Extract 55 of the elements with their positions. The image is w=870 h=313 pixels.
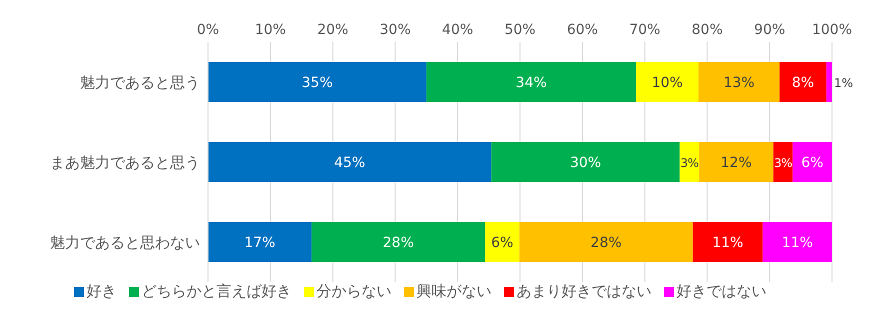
- x-tick-label: 100%: [812, 22, 852, 38]
- data-label: 6%: [801, 155, 824, 171]
- data-label: 11%: [712, 235, 744, 251]
- data-label: 28%: [590, 235, 622, 251]
- bar: [698, 62, 780, 102]
- x-tick-label: 80%: [692, 22, 723, 38]
- bar: [426, 62, 636, 102]
- x-tick-label: 60%: [566, 22, 598, 38]
- data-label: 13%: [723, 75, 755, 91]
- x-tick-label: 50%: [504, 22, 536, 38]
- bar: [208, 222, 312, 262]
- data-label: 3%: [680, 156, 699, 170]
- x-tick-label: 70%: [629, 22, 660, 38]
- data-label: 12%: [720, 155, 752, 171]
- bar: [491, 142, 680, 182]
- bar: [699, 142, 774, 182]
- x-tick-label: 90%: [754, 22, 786, 38]
- legend-label: 興味がない: [416, 282, 492, 301]
- bar: [208, 142, 492, 182]
- bar: [792, 142, 832, 182]
- y-tick-label: 魅力であると思わない: [50, 233, 200, 252]
- bar: [762, 222, 832, 262]
- bar: [312, 222, 486, 262]
- bar: [826, 62, 832, 102]
- bar: [208, 62, 426, 102]
- y-tick-label: まあ魅力であると思う: [50, 153, 200, 172]
- data-label: 17%: [244, 235, 276, 251]
- bar: [680, 142, 700, 182]
- data-label: 45%: [334, 155, 366, 171]
- bar: [636, 62, 698, 102]
- legend-label: 好き: [86, 282, 116, 301]
- data-label: 30%: [570, 155, 602, 171]
- x-tick-label: 30%: [380, 22, 411, 38]
- legend-label: どちらかと言えば好き: [140, 282, 292, 301]
- data-label: 28%: [382, 235, 414, 251]
- data-label: 34%: [516, 75, 547, 91]
- legend-label: 分からない: [316, 282, 392, 301]
- x-tick-label: 10%: [254, 22, 286, 38]
- data-label: 1%: [834, 76, 854, 90]
- data-label: 8%: [792, 75, 814, 91]
- data-label: 6%: [491, 235, 514, 251]
- data-label: 11%: [782, 235, 813, 251]
- y-tick-label: 魅力であると思う: [80, 73, 200, 92]
- data-label: 10%: [652, 75, 683, 91]
- data-label: 35%: [302, 75, 333, 91]
- x-tick-label: 20%: [317, 22, 348, 38]
- data-label: 3%: [774, 156, 792, 170]
- bar: [780, 62, 826, 102]
- x-tick-label: 40%: [442, 22, 474, 38]
- x-tick-label: 0%: [196, 22, 220, 38]
- bar: [519, 222, 693, 262]
- bar: [485, 222, 520, 262]
- legend-label: 好きではない: [676, 282, 766, 301]
- bar: [692, 222, 763, 262]
- legend-label: あまり好きではない: [516, 282, 652, 301]
